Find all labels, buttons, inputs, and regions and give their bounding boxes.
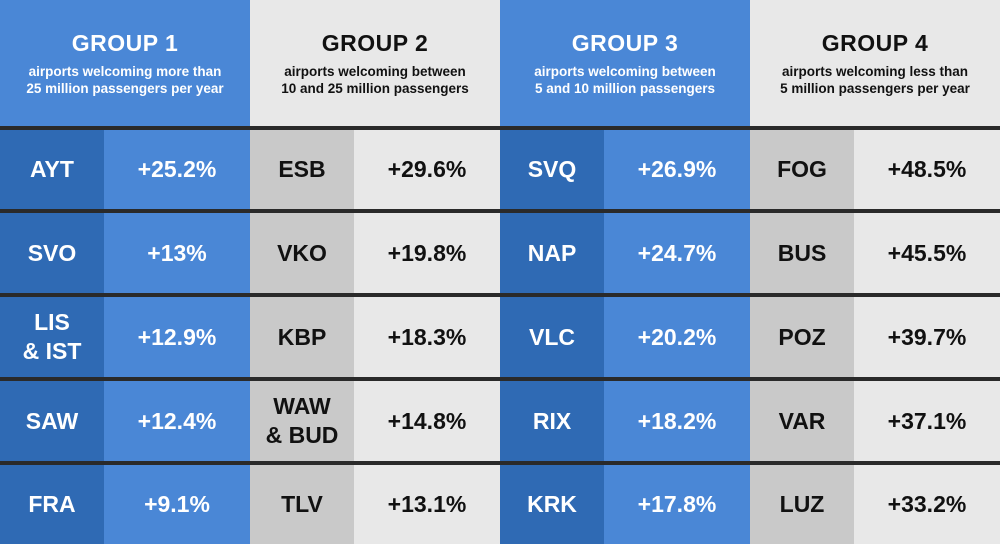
growth-value: +17.8% <box>604 465 750 544</box>
group-title: GROUP 2 <box>321 30 429 56</box>
airport-code: LUZ <box>750 465 854 544</box>
group-subtitle-line: 25 million passengers per year <box>26 81 224 96</box>
airport-code: KBP <box>250 297 354 377</box>
group-subtitle-line: 5 and 10 million passengers <box>534 81 716 96</box>
growth-value: +24.7% <box>604 213 750 293</box>
growth-value: +26.9% <box>604 130 750 209</box>
airport-code-line: & IST <box>22 338 82 364</box>
growth-value: +33.2% <box>854 465 1000 544</box>
group-title: GROUP 3 <box>571 30 679 56</box>
airport-code: SVQ <box>500 130 604 209</box>
group-4-header: GROUP 4 airports welcoming less than 5 m… <box>750 0 1000 126</box>
row-separator <box>0 377 1000 381</box>
group-subtitle-line: airports welcoming more than <box>28 64 222 79</box>
group-subtitle: airports welcoming less than 5 million p… <box>750 63 1000 97</box>
airport-code: BUS <box>750 213 854 293</box>
group-subtitle-line: airports welcoming less than <box>781 64 969 79</box>
airport-code: SVO <box>0 213 104 293</box>
airport-code: FRA <box>0 465 104 544</box>
airport-code: LIS & IST <box>0 297 104 377</box>
airport-code: TLV <box>250 465 354 544</box>
group-3-header: GROUP 3 airports welcoming between 5 and… <box>500 0 750 126</box>
airport-code: NAP <box>500 213 604 293</box>
growth-value: +19.8% <box>354 213 500 293</box>
growth-value: +13.1% <box>354 465 500 544</box>
group-2-header: GROUP 2 airports welcoming between 10 an… <box>250 0 500 126</box>
airport-code-line: LIS <box>34 309 70 335</box>
airport-code-line: WAW <box>273 393 331 419</box>
row-separator <box>0 209 1000 213</box>
airport-code: ESB <box>250 130 354 209</box>
airport-code: VLC <box>500 297 604 377</box>
group-title: GROUP 4 <box>821 30 929 56</box>
airport-code: POZ <box>750 297 854 377</box>
airport-code: WAW & BUD <box>250 381 354 461</box>
airport-code: KRK <box>500 465 604 544</box>
group-title: GROUP 1 <box>71 30 179 56</box>
growth-value: +12.4% <box>104 381 250 461</box>
airport-code: AYT <box>0 130 104 209</box>
growth-value: +13% <box>104 213 250 293</box>
growth-value: +14.8% <box>354 381 500 461</box>
group-subtitle: airports welcoming between 10 and 25 mil… <box>250 63 500 97</box>
airport-code-line: & BUD <box>265 422 339 448</box>
group-1-header: GROUP 1 airports welcoming more than 25 … <box>0 0 250 126</box>
growth-value: +20.2% <box>604 297 750 377</box>
growth-value: +45.5% <box>854 213 1000 293</box>
airport-code: VKO <box>250 213 354 293</box>
growth-value: +29.6% <box>354 130 500 209</box>
group-subtitle-line: 10 and 25 million passengers <box>281 81 469 96</box>
growth-value: +39.7% <box>854 297 1000 377</box>
growth-value: +37.1% <box>854 381 1000 461</box>
row-separator <box>0 126 1000 130</box>
row-separator <box>0 293 1000 297</box>
growth-value: +18.3% <box>354 297 500 377</box>
growth-value: +12.9% <box>104 297 250 377</box>
airport-code: SAW <box>0 381 104 461</box>
group-subtitle-line: airports welcoming between <box>284 64 466 79</box>
airport-code: VAR <box>750 381 854 461</box>
growth-value: +18.2% <box>604 381 750 461</box>
row-separator <box>0 461 1000 465</box>
group-subtitle: airports welcoming more than 25 million … <box>0 63 250 97</box>
group-subtitle-line: 5 million passengers per year <box>780 81 970 96</box>
group-subtitle-line: airports welcoming between <box>534 64 716 79</box>
growth-value: +9.1% <box>104 465 250 544</box>
growth-value: +25.2% <box>104 130 250 209</box>
group-subtitle: airports welcoming between 5 and 10 mill… <box>500 63 750 97</box>
growth-value: +48.5% <box>854 130 1000 209</box>
airport-code: FOG <box>750 130 854 209</box>
airport-code: RIX <box>500 381 604 461</box>
